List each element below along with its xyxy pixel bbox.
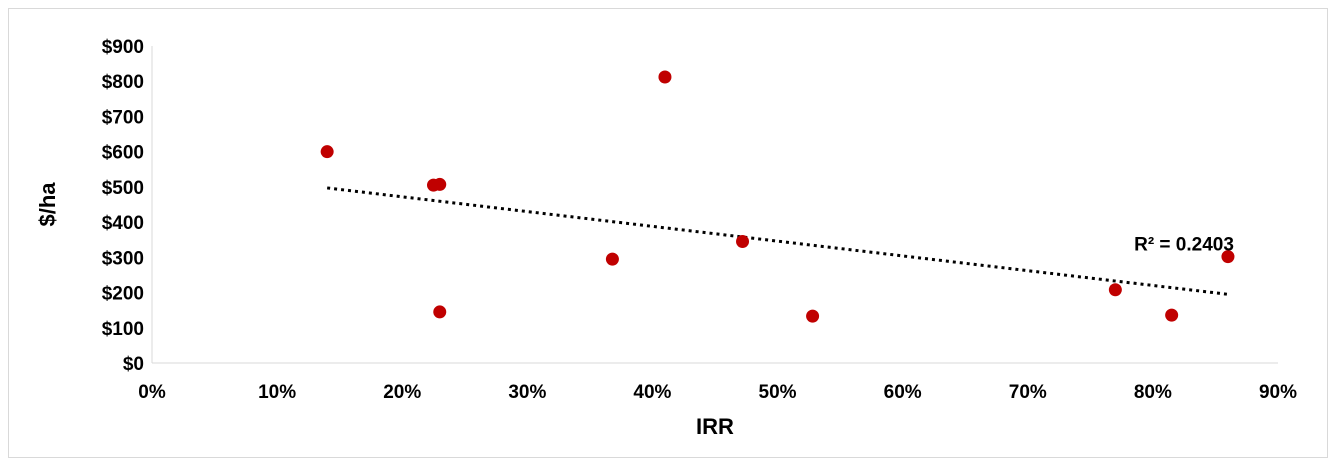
y-tick-label: $700 [102,107,144,128]
data-point [433,177,447,191]
scatter-chart: 0% 10% 20% 30% 40% 50% 60% 70% 80% 90% $0 $100 $200… [35,37,1297,439]
r-squared-label: R² = 0.2403 [1134,234,1234,255]
y-tick-label: $300 [102,248,144,269]
data-point [1108,283,1122,297]
data-point [1165,308,1179,322]
y-tick-label: $100 [102,319,144,340]
x-tick-label: 90% [1259,382,1297,403]
y-tick-label: $800 [102,72,144,93]
x-tick-label: 30% [508,382,546,403]
data-point [658,70,672,84]
data-points [320,70,1235,323]
y-tick-label: $900 [102,37,144,58]
data-point [806,309,820,323]
x-axis-title: IRR [696,414,734,439]
trendline [326,186,1229,296]
x-tick-labels: 0% 10% 20% 30% 40% 50% 60% 70% 80% 90% [138,382,1297,403]
y-tick-label: $400 [102,213,144,234]
x-tick-label: 20% [383,382,421,403]
data-point [605,252,619,266]
y-tick-labels: $0 $100 $200 $300 $400 $500 $600 $700 $800 $900 [102,37,144,375]
y-axis-title: $/ha [35,182,60,227]
x-tick-label: 0% [138,382,166,403]
axes [151,46,1278,364]
x-tick-label: 80% [1134,382,1172,403]
y-tick-label: $600 [102,143,144,164]
x-tick-label: 10% [258,382,296,403]
y-tick-label: $500 [102,178,144,199]
data-point [433,305,447,319]
x-tick-label: 70% [1009,382,1047,403]
x-tick-label: 40% [633,382,671,403]
y-tick-label: $0 [123,354,144,375]
y-tick-label: $200 [102,284,144,305]
data-point [320,145,334,159]
x-tick-label: 50% [759,382,797,403]
chart-frame: 0% 10% 20% 30% 40% 50% 60% 70% 80% 90% $0 $100 $200… [8,8,1328,458]
data-point [1221,250,1235,264]
x-tick-label: 60% [884,382,922,403]
data-point [736,234,750,248]
trendline-group [326,186,1229,296]
